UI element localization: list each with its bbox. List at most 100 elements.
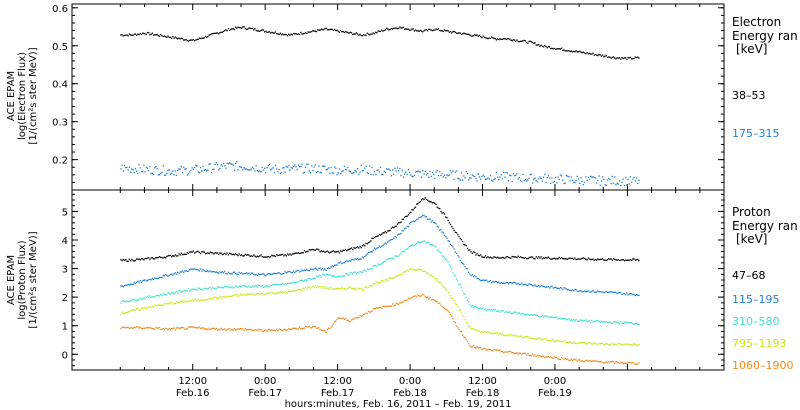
y-tick-label: 0.4	[52, 80, 68, 91]
data-point	[348, 170, 350, 172]
data-point	[414, 171, 417, 173]
data-point	[259, 329, 261, 331]
data-point	[356, 271, 359, 273]
data-point	[137, 307, 139, 310]
data-point	[260, 293, 262, 295]
data-point	[445, 258, 447, 260]
data-point	[465, 296, 467, 298]
data-point	[226, 30, 228, 32]
data-point	[449, 223, 452, 226]
data-point	[534, 314, 536, 316]
data-point	[133, 260, 135, 262]
data-point	[132, 260, 134, 262]
data-point	[161, 304, 163, 307]
data-point	[423, 30, 425, 32]
data-point	[384, 279, 386, 281]
data-point	[614, 258, 616, 260]
data-point	[236, 285, 238, 288]
data-point	[612, 361, 615, 363]
data-point	[189, 251, 191, 253]
data-point	[416, 203, 418, 205]
data-point	[231, 163, 233, 165]
data-point	[184, 168, 186, 170]
data-point	[629, 56, 632, 59]
data-point	[347, 274, 349, 276]
data-point	[222, 329, 225, 331]
data-point	[202, 327, 204, 329]
data-point	[197, 298, 199, 300]
data-point	[506, 311, 508, 313]
data-point	[597, 290, 599, 292]
data-point	[412, 28, 414, 30]
data-point	[539, 286, 541, 288]
data-point	[505, 281, 507, 284]
data-point	[365, 312, 367, 314]
data-point	[518, 352, 520, 354]
data-point	[265, 329, 267, 331]
data-point	[429, 296, 431, 298]
data-point	[350, 172, 353, 174]
data-point	[167, 292, 169, 294]
data-point	[545, 256, 547, 259]
data-point	[635, 259, 638, 261]
data-point	[262, 294, 265, 296]
data-point	[580, 360, 582, 362]
data-point	[145, 280, 147, 282]
data-point	[291, 282, 293, 284]
data-point	[359, 171, 361, 173]
data-point	[477, 347, 479, 349]
data-point	[178, 272, 180, 275]
data-point	[336, 287, 338, 290]
data-point	[533, 285, 535, 287]
data-point	[169, 302, 172, 304]
data-point	[295, 290, 297, 292]
data-point	[239, 293, 242, 295]
data-point	[419, 29, 421, 31]
data-point	[585, 319, 587, 321]
data-point	[627, 321, 629, 324]
data-point	[300, 31, 302, 34]
data-point	[435, 223, 437, 225]
data-point	[180, 166, 182, 168]
data-point	[216, 286, 219, 288]
data-point	[583, 181, 586, 184]
data-point	[200, 288, 202, 290]
data-point	[352, 33, 354, 36]
x-date-label: Feb.17	[321, 388, 355, 399]
data-point	[528, 177, 530, 179]
data-point	[149, 307, 151, 309]
data-point	[363, 289, 365, 291]
data-point	[296, 269, 298, 272]
data-point	[429, 170, 431, 172]
data-point	[547, 256, 549, 258]
data-point	[249, 274, 251, 276]
data-point	[635, 363, 638, 365]
data-point	[208, 34, 210, 36]
data-point	[638, 259, 640, 262]
data-point	[353, 172, 355, 174]
series-47-68	[120, 197, 640, 262]
data-point	[370, 251, 372, 253]
data-point	[177, 301, 179, 304]
data-point	[563, 341, 565, 343]
data-point	[500, 257, 502, 259]
data-point	[142, 327, 144, 330]
data-point	[556, 48, 558, 50]
data-point	[474, 175, 476, 178]
data-point	[197, 171, 199, 173]
data-point	[519, 283, 522, 285]
data-point	[154, 277, 156, 279]
data-point	[248, 169, 250, 171]
data-point	[420, 295, 423, 297]
data-point	[250, 27, 252, 30]
data-point	[408, 29, 411, 31]
data-point	[341, 318, 343, 320]
data-point	[413, 30, 415, 32]
data-point	[629, 259, 632, 261]
data-point	[527, 336, 529, 338]
data-point	[487, 177, 489, 179]
data-point	[276, 254, 278, 256]
data-point	[256, 292, 258, 295]
data-point	[575, 359, 577, 361]
data-point	[195, 289, 197, 291]
